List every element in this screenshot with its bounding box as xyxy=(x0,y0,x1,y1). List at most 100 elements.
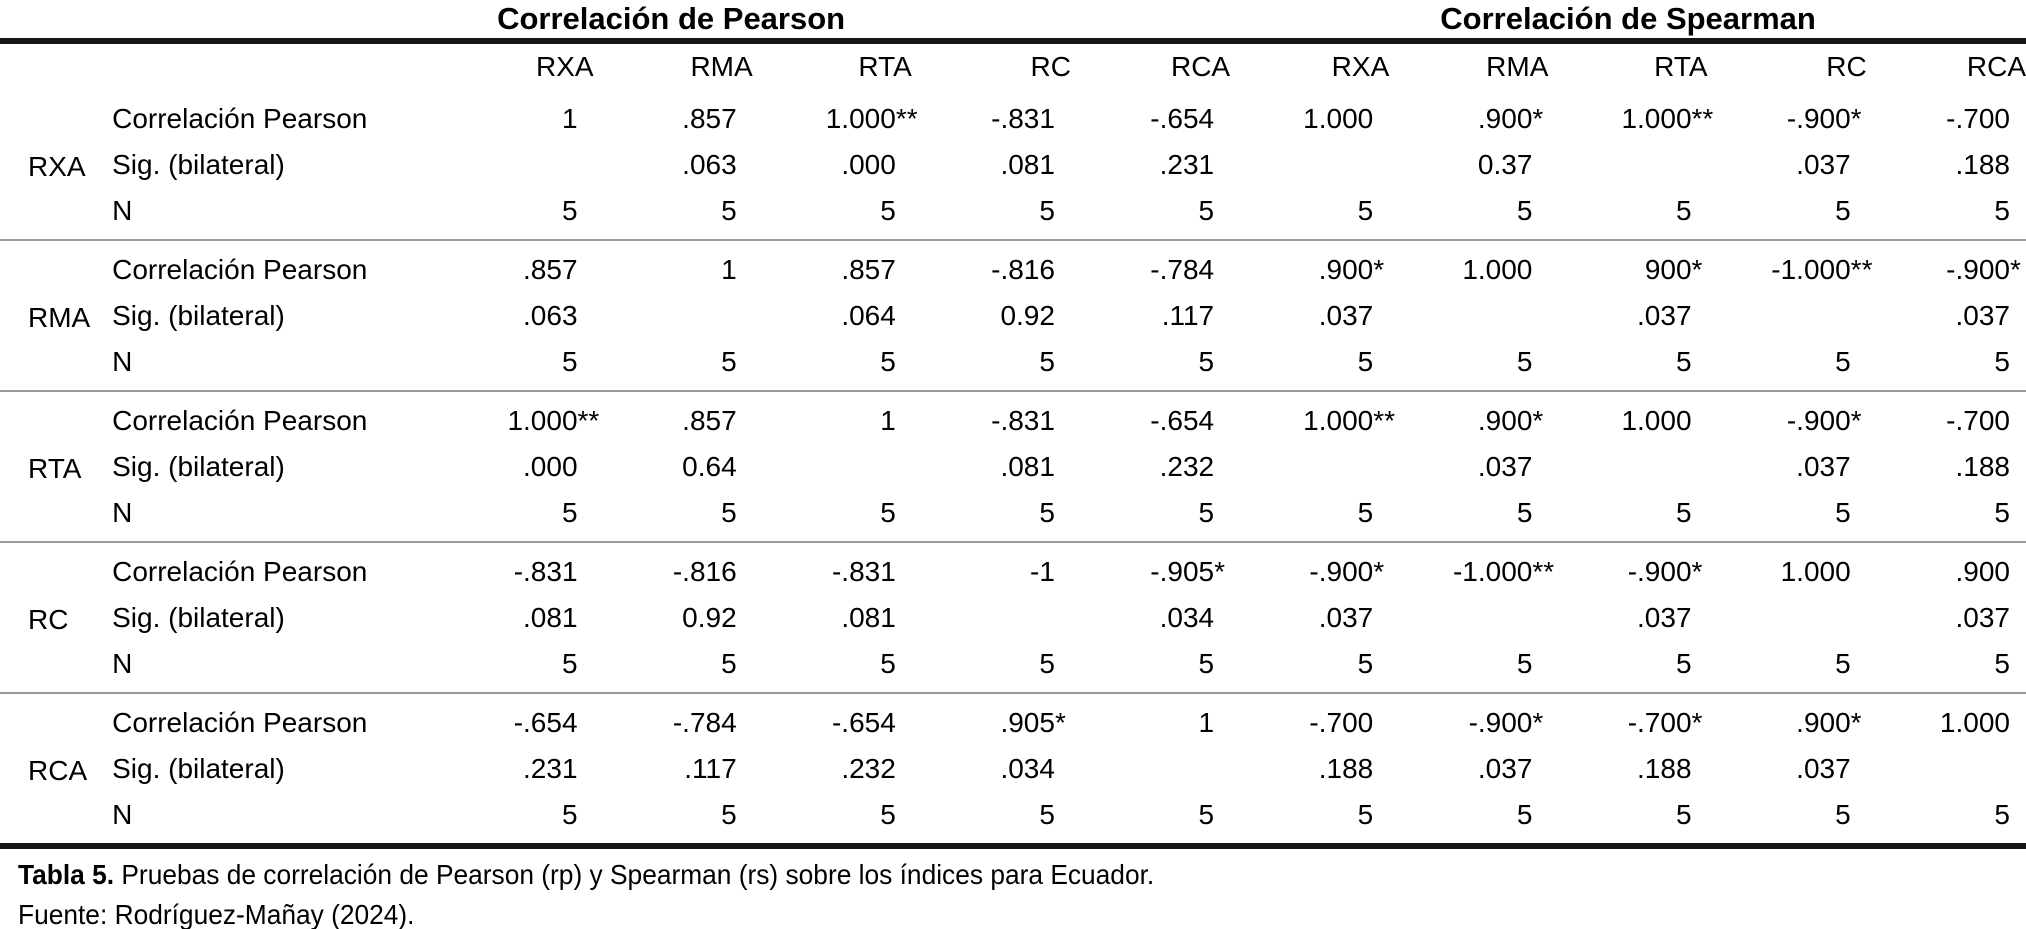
cell-rca-row1-rc-spearman: .037 xyxy=(1796,753,1851,784)
column-header-spacer xyxy=(0,41,112,90)
cell-rta-row0-rma-pearson: .857 xyxy=(593,390,753,444)
cell-rca-row1-rma-spearman: .037 xyxy=(1477,753,1533,784)
cell-rca-row2-rc-spearman: 5 xyxy=(1707,792,1867,849)
table-row-rma-2: N 5 5 5 5 5 5 5 5 5 5 xyxy=(0,339,2026,391)
table-row-rma-0: RMA Correlación Pearson .857 1.857 -.816 -.78… xyxy=(0,239,2026,391)
column-header-rma-pearson: RMA xyxy=(690,51,753,82)
cell-rca-row1-rca-spearman xyxy=(1867,746,2026,792)
stat-label-rc-2: N xyxy=(112,648,133,679)
column-header-rca-spearman: RCA xyxy=(1966,51,2026,82)
cell-rc-row2-rta-spearman: 5 xyxy=(1675,648,1692,679)
cell-rma-row0-rta-spearman: 900* xyxy=(1548,239,1708,293)
cell-rca-row1-rxa-pearson: .231 xyxy=(523,753,578,784)
cell-rxa-row1-rta-spearman xyxy=(1548,142,1707,188)
cell-rta-row0-rca-spearman: -.700 xyxy=(1866,390,2026,444)
cell-rta-row1-rxa-spearman xyxy=(1230,444,1389,490)
cell-rxa-row0-rc-pearson: -.831 xyxy=(991,103,1055,134)
cell-rxa-row0-rta-pearson: 1.000** xyxy=(825,103,918,134)
cell-rc-row0-rc-spearman: 1.000 xyxy=(1707,541,1867,595)
cell-rca-row2-rta-pearson: 5 xyxy=(752,792,912,849)
title-row-spacer xyxy=(0,0,113,44)
cell-rxa-row2-rma-pearson: 5 xyxy=(721,195,737,226)
cell-rxa-row0-rca-spearman: -.700 xyxy=(1946,103,2010,134)
table-row-rma-1: Sig. (bilateral) .063 .064 0.92 .117 .037 .037… xyxy=(0,293,2026,339)
stat-label-rta-0: Correlación Pearson xyxy=(112,390,435,444)
cell-rca-row0-rma-pearson: -.784 xyxy=(593,692,753,746)
cell-rma-row1-rca-spearman: .037 xyxy=(1955,300,2011,331)
cell-rma-row1-rc-pearson: 0.92 xyxy=(1000,300,1055,331)
stat-label-rma-1: Sig. (bilateral) xyxy=(112,300,285,331)
cell-rc-row0-rma-pearson: -.816 xyxy=(593,541,753,595)
cell-rc-row1-rca-pearson: .034 xyxy=(1159,602,1215,633)
cell-rc-row1-rma-spearman xyxy=(1389,595,1548,641)
table-row-rxa-0: RXA Correlación Pearson 1 .857 1.000** -.831 -… xyxy=(0,90,2026,182)
cell-rxa-row2-rc-pearson: 5 xyxy=(1039,195,1055,226)
cell-rma-row0-rca-spearman: -.900* xyxy=(1866,239,2026,293)
cell-rta-row1-rta-spearman xyxy=(1548,444,1707,490)
row-group-label-rca: RCA xyxy=(0,692,113,849)
cell-rca-row0-rta-spearman: -.700* xyxy=(1548,692,1708,746)
table-row-rta-0: RTA Correlación Pearson 1.000** .857 1 -.831-… xyxy=(0,390,2026,542)
cell-rxa-row2-rca-spearman: 5 xyxy=(1994,195,2010,226)
cell-rta-row1-rma-pearson: 0.64 xyxy=(682,451,737,482)
stat-label-rta-1: Sig. (bilateral) xyxy=(112,451,285,482)
table-row-rca-1: Sig. (bilateral) .231 .117 .232 .034 .188 .037… xyxy=(0,746,2026,792)
cell-rc-row0-rca-spearman: .900 xyxy=(1866,541,2026,595)
cell-rxa-row2-rxa-spearman: 5 xyxy=(1357,195,1374,226)
cell-rma-row2-rta-pearson: 5 xyxy=(880,346,896,377)
cell-rc-row0-rxa-pearson: -.831 xyxy=(434,541,594,595)
cell-rta-row0-rxa-pearson: 1.000** xyxy=(434,390,599,444)
cell-rca-row2-rta-spearman: 5 xyxy=(1548,792,1708,849)
table-row-rc-1: Sig. (bilateral) .081 0.92 .081 .034 .037 .037… xyxy=(0,595,2026,641)
column-header-rxa-spearman: RXA xyxy=(1331,51,1390,82)
cell-rc-row0-rc-pearson: -1 xyxy=(911,541,1071,595)
cell-rta-row0-rc-spearman: -.900* xyxy=(1707,390,1867,444)
cell-rxa-row2-rca-pearson: 5 xyxy=(1198,195,1215,226)
cell-rca-row1-rxa-spearman: .188 xyxy=(1318,753,1374,784)
cell-rxa-row2-rta-spearman: 5 xyxy=(1675,195,1692,226)
cell-rxa-row2-rxa-pearson: 5 xyxy=(561,195,578,226)
cell-rta-row0-rta-spearman: 1.000 xyxy=(1548,390,1708,444)
cell-rma-row0-rta-pearson: .857 xyxy=(752,239,912,293)
cell-rta-row0-rca-pearson: -.654 xyxy=(1070,390,1231,444)
cell-rma-row1-rma-pearson xyxy=(594,293,753,339)
cell-rc-row2-rxa-spearman: 5 xyxy=(1357,648,1374,679)
cell-rc-row1-rxa-spearman: .037 xyxy=(1318,602,1374,633)
cell-rma-row2-rc-spearman: 5 xyxy=(1835,346,1851,377)
cell-rc-row1-rta-pearson: .081 xyxy=(841,602,896,633)
stat-label-rca-0: Correlación Pearson xyxy=(112,692,435,746)
spearman-section-title: Correlación de Spearman xyxy=(1230,0,2026,44)
pearson-section-title: Correlación de Pearson xyxy=(112,0,1231,44)
cell-rta-row0-rxa-spearman: 1.000** xyxy=(1230,390,1395,444)
cell-rma-row1-rta-pearson: .064 xyxy=(841,300,896,331)
cell-rma-row2-rma-spearman: 5 xyxy=(1516,346,1533,377)
cell-rxa-row0-rxa-spearman: 1.000 xyxy=(1303,103,1374,134)
cell-rma-row2-rca-pearson: 5 xyxy=(1198,346,1215,377)
cell-rma-row1-rxa-spearman: .037 xyxy=(1318,300,1374,331)
cell-rta-row1-rca-pearson: .232 xyxy=(1159,451,1215,482)
cell-rc-row0-rta-spearman: -.900* xyxy=(1548,541,1708,595)
cell-rma-row2-rta-spearman: 5 xyxy=(1675,346,1692,377)
stat-label-rta-2: N xyxy=(112,497,133,528)
column-header-rc-pearson: RC xyxy=(1030,51,1071,82)
cell-rxa-row2-rma-spearman: 5 xyxy=(1516,195,1533,226)
cell-rc-row1-rta-spearman: .037 xyxy=(1637,602,1692,633)
column-header-spacer xyxy=(112,41,434,90)
column-header-rta-spearman: RTA xyxy=(1654,51,1708,82)
cell-rta-row1-rc-spearman: .037 xyxy=(1796,451,1851,482)
cell-rca-row0-rxa-spearman: -.700 xyxy=(1230,692,1390,746)
table-row-rxa-2: N 5 5 5 5 5 5 5 5 5 5 xyxy=(0,188,2026,240)
cell-rxa-row2-rc-spearman: 5 xyxy=(1835,195,1851,226)
cell-rc-row2-rc-spearman: 5 xyxy=(1835,648,1851,679)
cell-rc-row2-rca-spearman: 5 xyxy=(1994,648,2010,679)
cell-rxa-row1-rxa-spearman xyxy=(1230,142,1389,188)
cell-rta-row1-rxa-pearson: .000 xyxy=(523,451,578,482)
stat-label-rc-1: Sig. (bilateral) xyxy=(112,602,285,633)
cell-rma-row2-rca-spearman: 5 xyxy=(1994,346,2010,377)
cell-rxa-row2-rta-pearson: 5 xyxy=(880,195,896,226)
cell-rta-row1-rc-pearson: .081 xyxy=(1000,451,1055,482)
table-row-rc-0: RC Correlación Pearson -.831 -.816 -.831 -1 -.… xyxy=(0,541,2026,693)
cell-rxa-row0-rxa-pearson: 1 xyxy=(561,103,578,134)
